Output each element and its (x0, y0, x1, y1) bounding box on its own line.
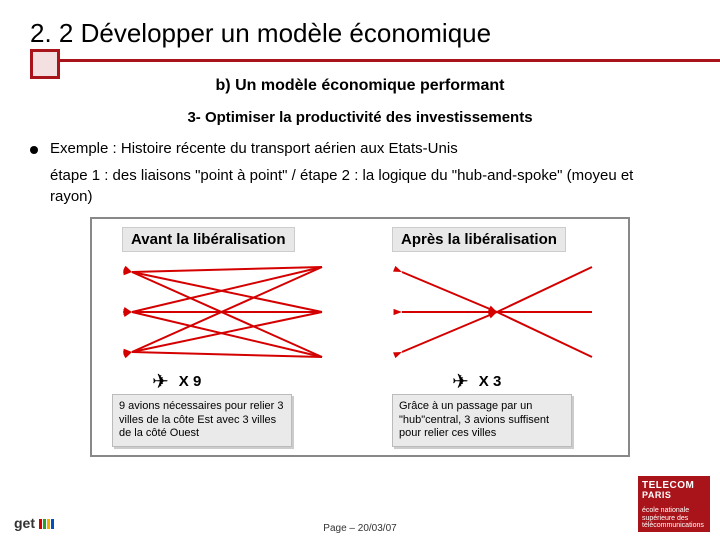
right-caption: Grâce à un passage par un "hub"central, … (392, 394, 572, 447)
left-multiplier: X 9 (179, 373, 202, 390)
plane-icon: ✈ (452, 369, 469, 394)
right-routes-svg (382, 257, 612, 367)
page-title: 2. 2 Développer un modèle économique (30, 18, 690, 49)
left-routes-svg (112, 257, 342, 367)
get-logo: get (14, 515, 55, 532)
left-caption: 9 avions nécessaires pour relier 3 ville… (112, 394, 292, 447)
subtitle-b: b) Un modèle économique performant (0, 77, 720, 95)
example-text: Exemple : Histoire récente du transport … (50, 140, 458, 157)
steps-text: étape 1 : des liaisons "point à point" /… (50, 165, 670, 207)
bullet-icon (30, 146, 38, 154)
title-rule (30, 57, 690, 61)
right-multiplier: X 3 (479, 373, 502, 390)
left-panel-label: Avant la libéralisation (122, 227, 295, 252)
subtitle-3: 3- Optimiser la productivité des investi… (0, 109, 720, 126)
diagram-frame: Avant la libéralisation ✈ X 9 9 avions n… (90, 217, 630, 457)
footer-text: Page – 20/03/07 (0, 523, 720, 534)
plane-icon: ✈ (152, 369, 169, 394)
telecom-logo: TELECOM PARIS école nationale supérieure… (638, 476, 710, 532)
right-panel-label: Après la libéralisation (392, 227, 566, 252)
